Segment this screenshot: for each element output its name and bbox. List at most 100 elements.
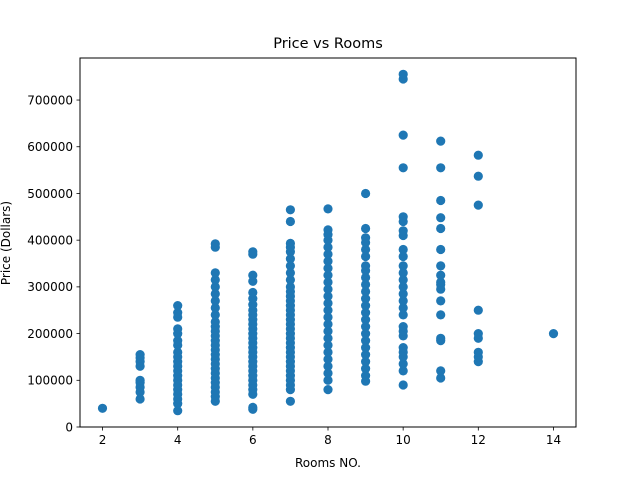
data-point (436, 223, 446, 234)
y-tick-label: 0 (65, 420, 73, 434)
data-point (361, 279, 371, 290)
data-point (210, 275, 220, 285)
data-point (173, 347, 183, 357)
data-point (361, 350, 371, 360)
axis-ticks: 2 4 6 8 10 12 14 0 100000 200000 300000 400000 50000… (27, 93, 561, 447)
data-point (361, 188, 371, 199)
data-point (323, 204, 333, 214)
data-point (436, 213, 446, 223)
data-point (323, 368, 333, 378)
data-point (473, 171, 483, 181)
data-point (248, 247, 258, 257)
data-point (361, 371, 371, 381)
data-point (323, 354, 333, 364)
data-point (436, 261, 446, 271)
y-tick-label: 500000 (27, 187, 73, 201)
data-point (323, 326, 333, 336)
data-point (135, 394, 145, 404)
data-point (398, 289, 408, 299)
data-point (361, 364, 371, 374)
data-point (173, 336, 183, 346)
x-tick-label: 12 (471, 433, 486, 447)
data-point (285, 254, 295, 264)
data-point (361, 244, 371, 255)
data-point (210, 282, 220, 292)
data-point (398, 212, 408, 222)
y-tick-label: 300000 (27, 280, 73, 294)
x-tick-label: 10 (396, 433, 411, 447)
data-point (323, 263, 333, 273)
data-point (361, 286, 371, 297)
data-point (210, 268, 220, 278)
data-point (436, 296, 446, 306)
data-point (173, 324, 183, 334)
data-point (285, 238, 295, 248)
data-point (398, 130, 408, 140)
data-point (398, 268, 408, 278)
data-points (97, 69, 559, 416)
y-tick-label: 100000 (27, 374, 73, 388)
x-tick-label: 14 (546, 433, 561, 447)
x-tick-label: 6 (249, 433, 257, 447)
data-point (248, 270, 258, 280)
data-point (361, 233, 371, 243)
data-point (210, 310, 220, 320)
data-point (361, 357, 371, 367)
x-tick-label: 8 (324, 433, 332, 447)
data-point (473, 305, 483, 315)
data-point (323, 333, 333, 343)
y-axis-label: Price (Dollars) (0, 201, 13, 285)
data-point (398, 261, 408, 271)
x-tick-label: 4 (174, 433, 182, 447)
data-point (398, 163, 408, 173)
data-point (436, 244, 446, 255)
data-point (436, 136, 446, 146)
data-point (436, 310, 446, 320)
data-point (285, 216, 295, 227)
data-point (398, 366, 408, 376)
plot-frame (79, 57, 577, 428)
data-point (548, 329, 559, 339)
data-point (398, 244, 408, 255)
data-point (361, 315, 371, 325)
data-point (210, 289, 220, 299)
data-point (398, 296, 408, 306)
data-point (398, 251, 408, 262)
data-point (436, 366, 446, 376)
data-point (323, 298, 333, 308)
data-point (323, 305, 333, 315)
data-point (248, 402, 258, 412)
data-point (398, 322, 408, 332)
data-point (173, 406, 183, 416)
data-point (473, 150, 483, 160)
data-point (361, 251, 371, 262)
data-point (398, 310, 408, 320)
data-point (398, 69, 408, 79)
data-point (323, 375, 333, 385)
data-point (135, 375, 145, 385)
data-point (436, 163, 446, 173)
data-point (323, 291, 333, 301)
data-point (285, 261, 295, 271)
data-point (361, 294, 371, 304)
x-axis-label: Rooms NO. (295, 456, 361, 470)
data-point (361, 223, 371, 234)
data-point (173, 308, 183, 318)
data-point (323, 225, 333, 235)
data-point (323, 340, 333, 350)
data-point (436, 277, 446, 287)
data-point (210, 296, 220, 306)
data-point (323, 347, 333, 357)
data-point (285, 282, 295, 292)
data-point (285, 275, 295, 285)
data-point (323, 361, 333, 371)
chart-title: Price vs Rooms (273, 36, 383, 52)
data-point (361, 301, 371, 311)
data-point (398, 303, 408, 313)
data-point (210, 317, 220, 327)
data-point (436, 333, 446, 343)
data-point (173, 301, 183, 311)
data-point (323, 312, 333, 322)
